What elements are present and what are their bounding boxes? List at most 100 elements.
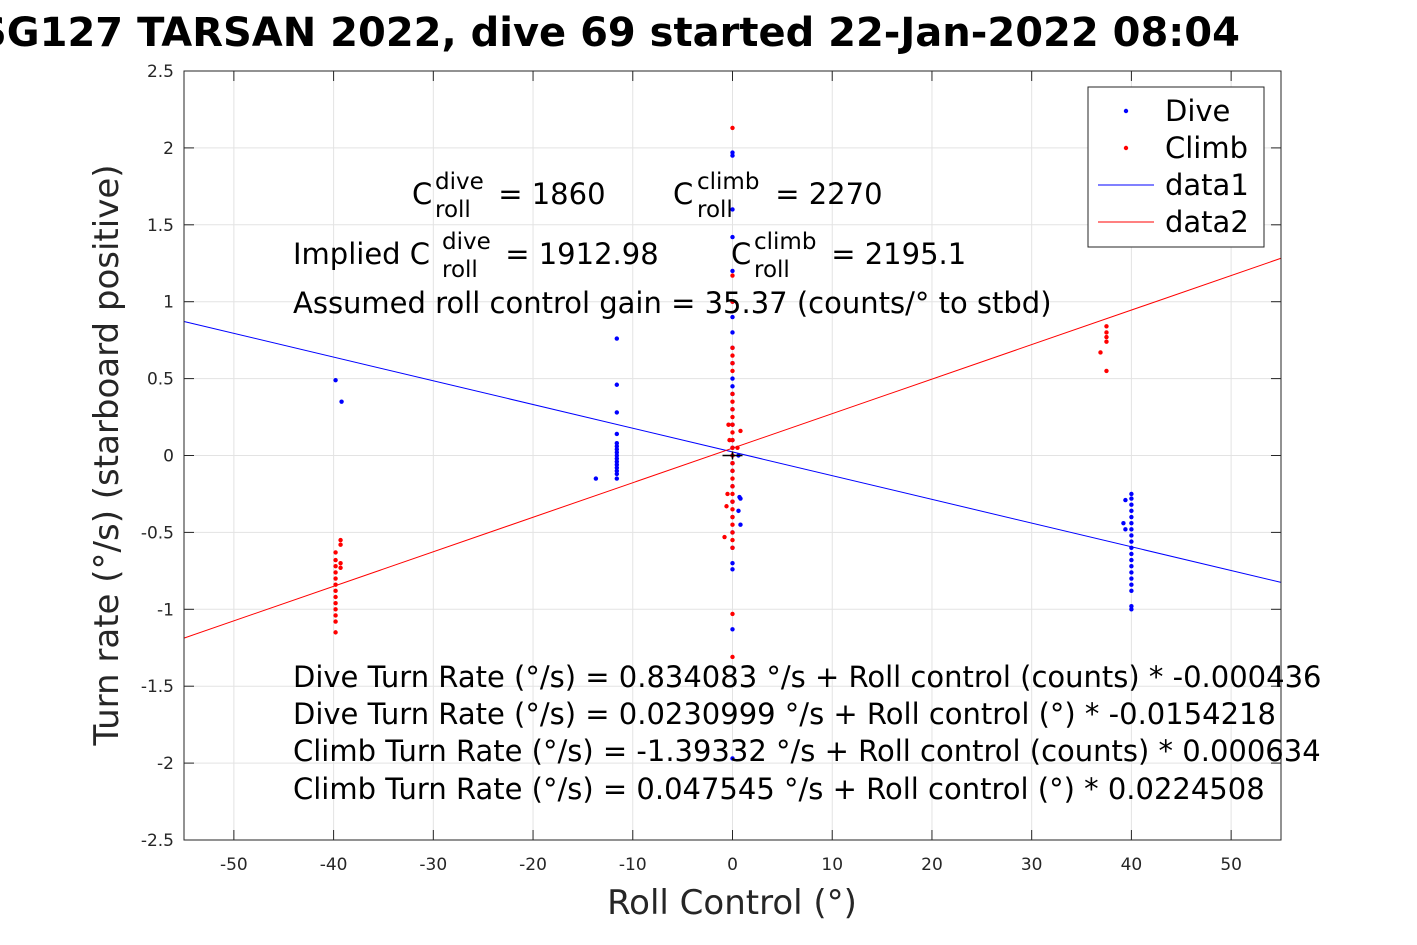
legend-marker-dive (1123, 108, 1129, 114)
data-point (730, 384, 735, 389)
data-point (1129, 557, 1134, 563)
annotation-implied-climb: C climb roll = 2195.1 (731, 229, 966, 283)
data-point (333, 607, 338, 612)
series-climb (333, 125, 1109, 660)
data-point (730, 460, 735, 466)
data-point (614, 440, 620, 446)
data-point (333, 582, 338, 587)
data-point (730, 414, 735, 420)
c-climb-value: = 2270 (766, 177, 883, 211)
data-point (730, 476, 735, 481)
data-point (333, 557, 338, 563)
y-axis-label: Turn rate (°/s) (starboard positive) (87, 164, 127, 746)
c-dive-sub: roll (435, 197, 471, 223)
data-point (727, 437, 732, 443)
data-point (614, 465, 620, 471)
data-point (1129, 533, 1134, 538)
x-tick-label: 20 (921, 855, 943, 875)
data-point (730, 756, 735, 761)
data-point (1129, 604, 1134, 609)
data-point (730, 234, 735, 240)
annotation-gain: Assumed roll control gain = 35.37 (count… (293, 286, 1052, 320)
data-point (1129, 508, 1134, 514)
y-tick-label: 0 (163, 447, 174, 467)
annotation-eq-climb-degrees: Climb Turn Rate (°/s) = 0.047545 °/s + R… (293, 772, 1265, 806)
data-point (1129, 582, 1134, 587)
x-tick-label: 30 (1021, 855, 1043, 875)
data-point (1129, 607, 1134, 612)
data-point (730, 537, 735, 543)
data-point (730, 368, 735, 374)
data-point (614, 450, 620, 455)
data-point (725, 491, 730, 497)
data-point (333, 619, 338, 624)
y-tick-label: 1 (163, 293, 174, 313)
data-point (614, 459, 620, 464)
x-tick-label: -10 (619, 855, 647, 875)
legend-box (1087, 86, 1265, 248)
data-point (333, 594, 338, 600)
data-point (730, 522, 735, 527)
data-point (338, 560, 343, 566)
legend-label: data1 (1165, 168, 1249, 202)
data-point (333, 630, 338, 635)
data-point (1129, 502, 1134, 507)
data-point (736, 508, 741, 514)
data-point (614, 462, 620, 467)
legend-label: data2 (1165, 205, 1249, 239)
data-point (730, 567, 735, 572)
data-point (333, 570, 338, 575)
data-point (338, 565, 343, 570)
data-point (726, 422, 731, 427)
c-dive-base: C (412, 177, 432, 211)
data-point (738, 522, 743, 527)
data-point (730, 484, 735, 489)
data-point (1123, 497, 1128, 503)
data-point (730, 507, 735, 512)
annotation-eq-dive-counts: Dive Turn Rate (°/s) = 0.834083 °/s + Ro… (293, 660, 1321, 694)
data-point (1123, 527, 1128, 532)
annotation-c-dive: C dive roll = 1860 (412, 169, 606, 223)
c-dive-value: = 1860 (489, 177, 606, 211)
implied-dive-value: = 1912.98 (496, 237, 659, 271)
data-point (333, 550, 338, 555)
x-tick-label: 0 (727, 855, 738, 875)
x-tick-label: 40 (1121, 855, 1143, 875)
data-point (1129, 496, 1134, 501)
data-point (730, 514, 735, 520)
data-point (730, 268, 735, 274)
x-tick-label: -30 (419, 855, 447, 875)
data-point (1104, 368, 1109, 374)
c-dive-sup: dive (435, 169, 484, 195)
chart-title: SG127 TARSAN 2022, dive 69 started 22-Ja… (0, 10, 1240, 56)
data-point (730, 560, 735, 566)
x-tick-label: -50 (220, 855, 248, 875)
data-point (339, 399, 344, 404)
data-point (614, 456, 620, 461)
y-tick-label: -0.5 (141, 523, 174, 543)
c-climb-base: C (673, 177, 693, 211)
data-point (614, 447, 620, 452)
data-point (333, 576, 338, 581)
legend-label: Climb (1165, 131, 1248, 165)
data-point (730, 654, 735, 660)
data-point (614, 476, 620, 481)
data-point (730, 627, 735, 632)
data-point (730, 207, 735, 212)
x-tick-label: -40 (320, 855, 348, 875)
implied-dive-sub: roll (442, 257, 478, 283)
data-point (1104, 334, 1109, 340)
data-point (1121, 520, 1126, 526)
data-point (1104, 330, 1109, 335)
y-tick-label: -1.5 (141, 677, 174, 697)
y-tick-label: -2 (157, 754, 174, 774)
x-axis-label: Roll Control (°) (607, 883, 857, 923)
data-point (338, 537, 343, 543)
data-point (614, 336, 620, 341)
data-point (1129, 539, 1134, 544)
data-point (738, 428, 743, 434)
y-tick-label: 0.5 (147, 370, 174, 390)
data-point (730, 491, 735, 497)
data-point (735, 445, 740, 451)
